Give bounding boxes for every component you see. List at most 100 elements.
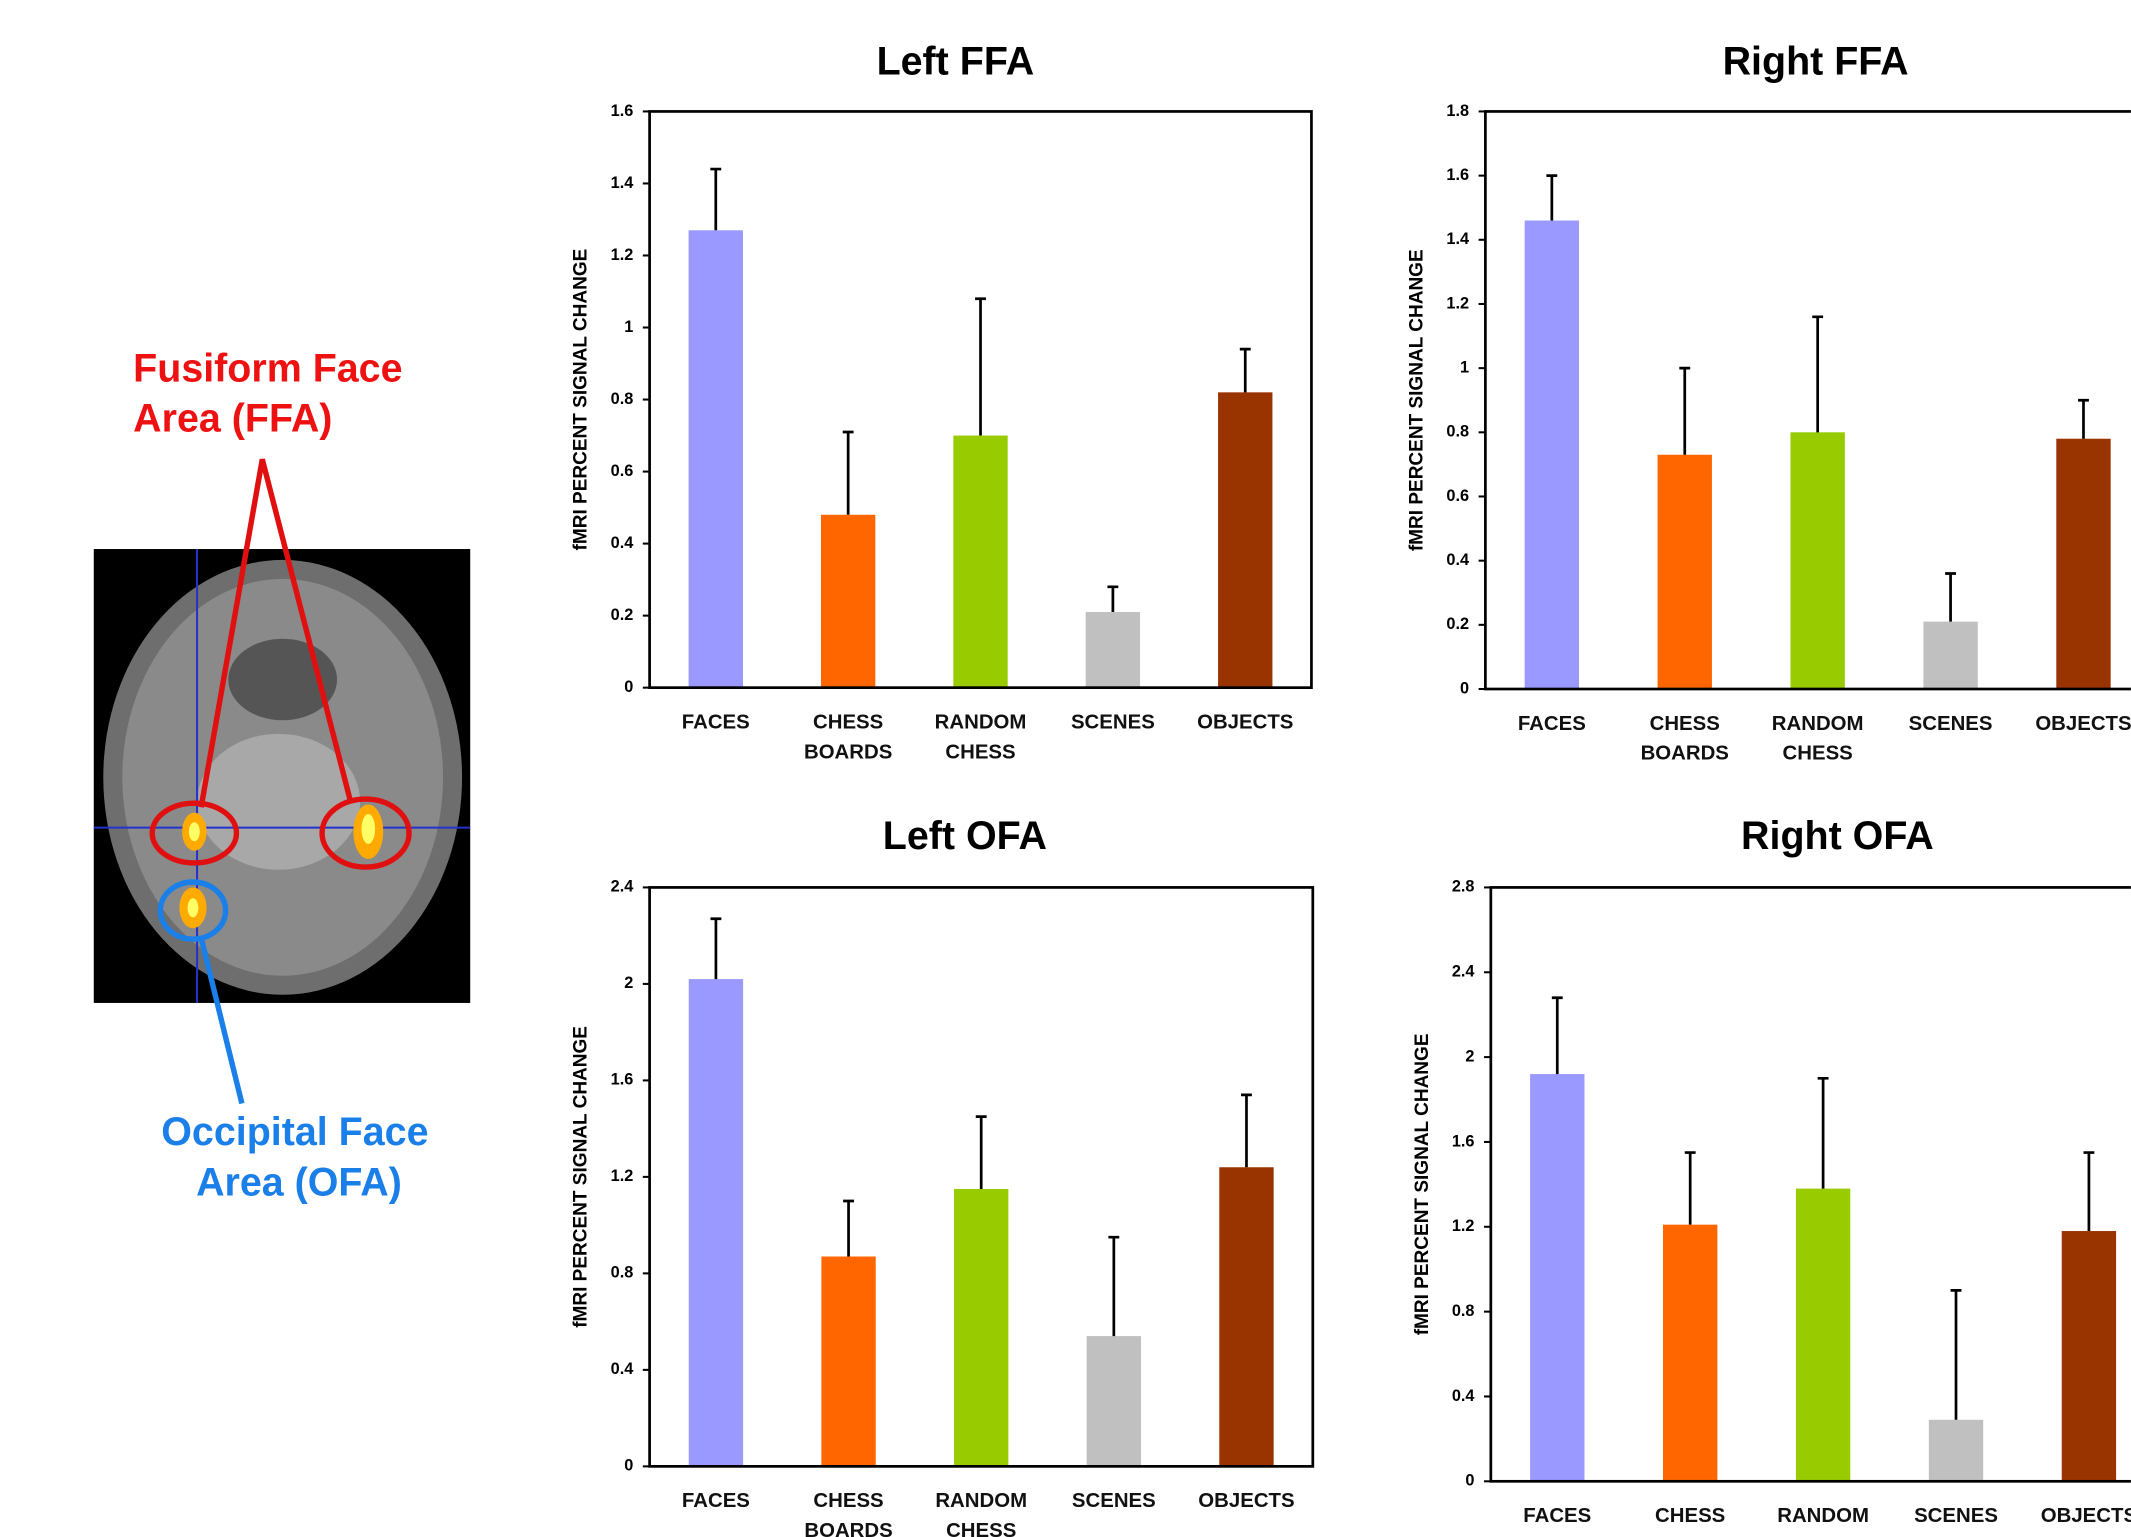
activation — [361, 814, 375, 844]
error-bar — [976, 1117, 987, 1189]
error-bar — [1818, 1078, 1829, 1188]
y-tick-label: 1.6 — [611, 1071, 634, 1089]
bar — [821, 1256, 875, 1466]
error-bar — [1679, 368, 1690, 455]
ffa-label: Area (FFA) — [133, 397, 332, 441]
y-tick-label: 1.2 — [611, 246, 634, 264]
figure: Fusiform Face Area (FFA) Occipital Face … — [0, 0, 2131, 1537]
error-bar — [843, 1201, 854, 1256]
y-tick-label: 1.6 — [611, 102, 634, 120]
bar — [1218, 392, 1272, 687]
bar — [1219, 1167, 1273, 1466]
x-tick-label: OBJECTS — [1198, 1487, 1294, 1517]
bar — [1658, 455, 1712, 689]
bar — [954, 1189, 1008, 1466]
bar — [1923, 622, 1977, 689]
error-bar — [1241, 1095, 1252, 1167]
chart-title: Right FFA — [1723, 39, 1909, 83]
x-tick-label: CHESS BOARDS — [1646, 1502, 1734, 1537]
error-bar — [1107, 587, 1118, 612]
x-tick-label: RANDOM CHESS — [1777, 1502, 1869, 1537]
x-tick-label: CHESS BOARDS — [1641, 709, 1729, 769]
error-bar — [1240, 349, 1251, 392]
x-tick-label: RANDOM CHESS — [935, 1487, 1027, 1537]
bar — [1663, 1225, 1717, 1482]
ofa-label: Occipital Face — [161, 1110, 428, 1154]
y-tick-label: 1.2 — [611, 1167, 634, 1185]
error-bar — [2078, 400, 2089, 439]
x-tick-label: CHESS BOARDS — [804, 1487, 892, 1537]
error-bar — [1552, 998, 1563, 1074]
y-tick-label: 0.2 — [1446, 615, 1469, 633]
bar — [2056, 439, 2110, 689]
x-tick-label: SCENES — [1072, 1487, 1156, 1517]
bar — [1525, 221, 1579, 689]
y-tick-label: 0.4 — [611, 534, 634, 552]
y-tick-label: 0 — [1460, 679, 1469, 697]
x-tick-label: SCENES — [1071, 708, 1155, 738]
error-bar — [1945, 573, 1956, 621]
y-tick-label: 1 — [1460, 358, 1469, 376]
error-bar — [1812, 317, 1823, 433]
y-tick-label: 0.8 — [611, 390, 634, 408]
y-tick-label: 1.2 — [1452, 1217, 1475, 1235]
y-tick-label: 0.4 — [1452, 1387, 1475, 1405]
activation — [189, 822, 200, 841]
x-tick-label: OBJECTS — [2041, 1502, 2131, 1532]
y-tick-label: 0 — [1465, 1472, 1474, 1490]
y-tick-label: 1.2 — [1446, 294, 1469, 312]
y-tick-label: 2 — [624, 974, 633, 992]
x-tick-label: FACES — [682, 1487, 750, 1517]
bar — [689, 979, 743, 1466]
error-bar — [1685, 1153, 1696, 1225]
y-axis-label: fMRI PERCENT SIGNAL CHANGE — [571, 1026, 592, 1328]
y-tick-label: 0.8 — [1446, 423, 1469, 441]
activation — [188, 898, 199, 917]
error-bar — [1951, 1290, 1962, 1419]
chart-title: Left FFA — [877, 39, 1035, 83]
x-tick-label: FACES — [1523, 1502, 1591, 1532]
bar — [2062, 1231, 2116, 1481]
y-tick-label: 0.4 — [611, 1360, 634, 1378]
x-tick-label: FACES — [682, 708, 750, 738]
error-bar — [710, 169, 721, 230]
bar — [821, 515, 875, 688]
x-tick-label: CHESS BOARDS — [804, 708, 892, 768]
x-tick-label: SCENES — [1914, 1502, 1998, 1532]
bar — [1087, 1336, 1141, 1466]
x-tick-label: RANDOM CHESS — [935, 708, 1027, 768]
error-bar — [1546, 176, 1557, 221]
y-tick-label: 1 — [624, 318, 633, 336]
x-tick-label: SCENES — [1909, 709, 1993, 739]
y-tick-label: 0 — [624, 678, 633, 696]
y-tick-label: 0.2 — [611, 606, 634, 624]
y-tick-label: 0.4 — [1446, 551, 1469, 569]
bar — [689, 230, 743, 687]
y-axis-label: fMRI PERCENT SIGNAL CHANGE — [1412, 1033, 1433, 1335]
bar — [1530, 1074, 1584, 1481]
bar — [1790, 432, 1844, 689]
x-tick-label: RANDOM CHESS — [1772, 709, 1864, 769]
bar — [953, 436, 1007, 688]
y-tick-label: 0.6 — [1446, 487, 1469, 505]
y-tick-label: 1.6 — [1452, 1132, 1475, 1150]
ofa-label: Area (OFA) — [196, 1160, 402, 1204]
ffa-label: Fusiform Face — [133, 346, 402, 390]
y-tick-label: 2.8 — [1452, 878, 1475, 896]
y-tick-label: 1.4 — [611, 174, 634, 192]
error-bar — [843, 432, 854, 515]
bar — [1796, 1189, 1850, 1482]
brain-image — [94, 459, 470, 1103]
y-tick-label: 1.8 — [1446, 102, 1469, 120]
chart-title: Right OFA — [1741, 814, 1934, 858]
y-tick-label: 2 — [1465, 1047, 1474, 1065]
y-tick-label: 0.8 — [1452, 1302, 1475, 1320]
y-tick-label: 2.4 — [611, 878, 634, 896]
bar — [1929, 1420, 1983, 1482]
x-tick-label: FACES — [1518, 709, 1586, 739]
y-tick-label: 1.4 — [1446, 230, 1469, 248]
x-tick-label: OBJECTS — [2035, 709, 2131, 739]
chart-title: Left OFA — [883, 814, 1047, 858]
x-tick-label: OBJECTS — [1197, 708, 1293, 738]
error-bar — [975, 299, 986, 436]
